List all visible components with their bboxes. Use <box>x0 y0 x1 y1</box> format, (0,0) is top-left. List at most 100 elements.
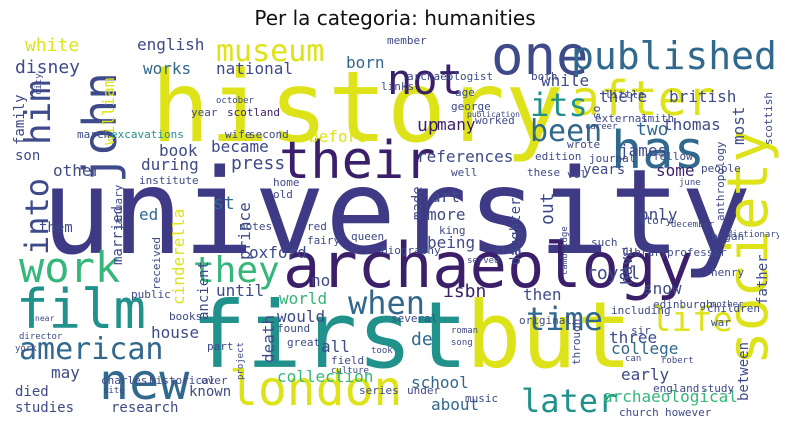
word-disney: disney <box>15 57 81 78</box>
word-st: st <box>213 193 235 214</box>
word-so: so <box>590 105 603 119</box>
word-new: new <box>99 353 190 411</box>
word-june: june <box>679 178 701 188</box>
word-project: project <box>236 342 246 380</box>
word-year: year <box>191 106 218 119</box>
word-world: world <box>279 289 328 308</box>
word-only: only <box>639 205 678 224</box>
word-family: family <box>12 94 28 145</box>
word-march: march <box>77 128 111 141</box>
word-england: england <box>653 382 700 395</box>
word-their: their <box>279 131 436 191</box>
word-sir: sir <box>631 324 651 337</box>
word-queen: queen <box>351 230 385 243</box>
word-book: book <box>159 141 198 160</box>
word-white: white <box>25 35 80 56</box>
word-smith: smith <box>641 112 675 125</box>
word-made: made <box>410 186 426 220</box>
word-little: little <box>605 88 645 101</box>
word-director: director <box>19 332 63 342</box>
word-became: became <box>211 137 269 156</box>
word-most: most <box>729 106 748 145</box>
word-song: song <box>451 338 473 348</box>
word-three: three <box>609 328 658 347</box>
word-than: than <box>495 244 522 257</box>
word-while: while <box>541 71 590 90</box>
word-thomas: thomas <box>663 115 721 134</box>
word-de: de <box>411 329 433 350</box>
word-college: college <box>611 339 679 358</box>
word-institute: institute <box>139 174 199 187</box>
word-up: up <box>417 115 439 136</box>
word-december: december <box>671 220 715 230</box>
word-references: references <box>417 147 514 166</box>
word-archaeological: archaeological <box>603 387 738 406</box>
word-all: all <box>321 337 350 356</box>
word-york: york <box>15 344 37 354</box>
word-before: before <box>309 127 367 146</box>
word-art: art <box>431 187 460 206</box>
word-links: links <box>381 80 415 93</box>
word-until: until <box>216 281 265 300</box>
word-people: people <box>701 162 741 175</box>
word-series: series <box>359 384 399 397</box>
word-however: however <box>665 406 712 419</box>
word-press: press <box>231 153 286 174</box>
word-wife: wife <box>225 128 252 141</box>
word-may: may <box>51 363 80 382</box>
word-some: some <box>656 161 695 180</box>
word-worked: worked <box>475 114 515 127</box>
word-when: when <box>348 284 426 322</box>
word-career: career <box>585 122 618 132</box>
word-war: war <box>711 316 731 329</box>
word-edinburgh: edinburgh <box>653 298 713 311</box>
word-two: two <box>636 119 669 140</box>
word-charles: charles <box>101 374 148 387</box>
word-cinderella: cinderella <box>169 208 188 305</box>
chart-title: Per la categoria: humanities <box>254 6 536 30</box>
word-public: public <box>131 288 171 301</box>
word-oxford: oxford <box>249 243 307 262</box>
word-studies: studies <box>15 400 75 416</box>
word-well: well <box>451 166 478 179</box>
word-scotland: scotland <box>227 106 280 119</box>
word-would: would <box>277 307 326 326</box>
word-james: james <box>619 141 668 160</box>
word-father: father <box>755 254 771 305</box>
word-one: one <box>491 35 589 87</box>
word-including: including <box>611 304 671 317</box>
word-they: they <box>193 250 280 291</box>
word-has: has <box>611 121 705 181</box>
word-robert: robert <box>661 356 694 366</box>
word-anthropology: anthropology <box>714 141 727 221</box>
word-dictionary: dictionary <box>727 230 779 240</box>
word-biography: biography <box>381 244 441 257</box>
word-british: british <box>669 87 737 106</box>
word-research: research <box>111 400 179 416</box>
word-cloud: university history first but archaeology… <box>11 35 779 419</box>
word-early: early <box>621 365 670 384</box>
word-death: death <box>259 314 278 363</box>
word-home: home <box>273 176 300 189</box>
word-there: there <box>599 87 648 106</box>
word-works: works <box>143 59 192 78</box>
word-near: near <box>35 314 55 323</box>
word-these: these <box>527 166 561 179</box>
word-study: study <box>701 382 735 395</box>
word-died: died <box>15 384 49 400</box>
word-isbn: isbn <box>443 281 487 302</box>
word-later: later <box>521 382 618 419</box>
word-out: out <box>537 192 558 225</box>
word-excavations: excavations <box>111 128 184 141</box>
word-scottish: scottish <box>762 92 775 145</box>
word-archaeologist: archaeologist <box>407 70 494 83</box>
word-published: published <box>571 35 777 78</box>
word-no: no <box>311 271 331 290</box>
word-university: university <box>41 143 752 281</box>
word-such: such <box>591 236 618 249</box>
word-more: more <box>427 205 466 224</box>
word-after: after <box>571 71 716 127</box>
word-part: part <box>207 340 234 353</box>
word-site: site <box>103 386 125 396</box>
word-music: music <box>465 392 499 405</box>
